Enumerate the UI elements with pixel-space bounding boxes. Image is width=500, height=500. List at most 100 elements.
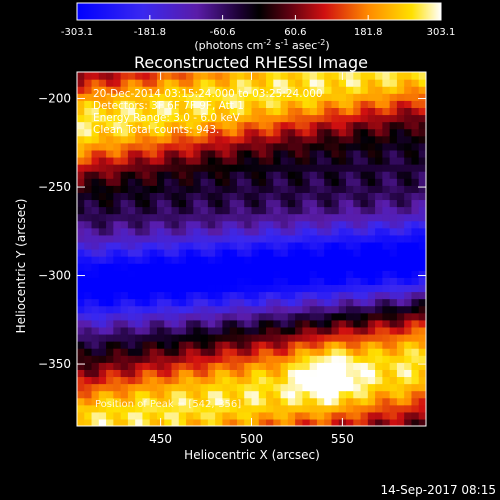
heatmap-cell-1820 — [338, 277, 347, 285]
heatmap-cell-306 — [120, 376, 129, 385]
heatmap-cell-1042 — [222, 121, 231, 130]
heatmap-cell-1735 — [324, 171, 333, 179]
heatmap-cell-1806 — [338, 376, 347, 385]
heatmap-cell-825 — [193, 241, 202, 250]
heatmap-cell-1428 — [280, 220, 289, 229]
heatmap-cell-211 — [106, 341, 114, 349]
heatmap-cell-465 — [142, 312, 151, 321]
heatmap-cell-125 — [91, 241, 100, 250]
heatmap-cell-989 — [215, 142, 224, 151]
heatmap-cell-312 — [120, 333, 129, 342]
heatmap-cell-1863 — [346, 326, 354, 335]
heatmap-cell-1792 — [331, 121, 340, 130]
heatmap-cell-1932 — [353, 192, 362, 201]
heatmap-cell-1688 — [316, 149, 325, 158]
heatmap-cell-63 — [84, 326, 93, 335]
heatmap-cell-1139 — [236, 142, 245, 151]
heatmap-cell-1845 — [338, 100, 347, 108]
heatmap-cell-2103 — [382, 397, 391, 406]
heatmap-cell-1948 — [353, 79, 362, 87]
heatmap-cell-2192 — [389, 121, 398, 130]
heatmap-cell-1098 — [229, 79, 238, 87]
heatmap-cell-2334 — [411, 178, 420, 186]
heatmap-cell-946 — [207, 93, 216, 101]
heatmap-cell-2083 — [375, 185, 383, 193]
heatmap-cell-1546 — [295, 93, 303, 101]
heatmap-cell-2243 — [396, 114, 405, 123]
heatmap-cell-2174 — [389, 249, 398, 257]
heatmap-cell-395 — [127, 100, 136, 108]
heatmap-cell-1772 — [331, 263, 340, 271]
heatmap-cell-1046 — [222, 93, 231, 101]
heatmap-cell-847 — [193, 86, 202, 94]
heatmap-cell-1678 — [316, 220, 325, 229]
heatmap-cell-567 — [156, 298, 165, 307]
heatmap-cell-1836 — [338, 164, 347, 172]
heatmap-cell-1188 — [244, 149, 253, 158]
heatmap-cell-1663 — [316, 326, 325, 335]
heatmap-cell-775 — [186, 241, 194, 250]
heatmap-cell-1575 — [302, 241, 311, 250]
heatmap-cell-767 — [186, 298, 194, 307]
heatmap-cell-2300 — [411, 418, 420, 426]
heatmap-cell-1287 — [258, 156, 267, 165]
heatmap-cell-1783 — [331, 185, 340, 193]
heatmap-cell-1182 — [244, 192, 253, 201]
heatmap-cell-699 — [171, 72, 180, 80]
heatmap-cell-2369 — [418, 284, 426, 293]
heatmap-cell-683 — [171, 185, 180, 193]
heatmap-cell-542 — [149, 121, 158, 130]
heatmap-cell-1491 — [287, 128, 296, 137]
heatmap-cell-1536 — [295, 164, 303, 172]
heatmap-cell-1585 — [302, 171, 311, 179]
heatmap-cell-1953 — [360, 397, 369, 406]
heatmap-cell-684 — [171, 178, 180, 186]
heatmap-cell-476 — [142, 234, 151, 243]
heatmap-cell-471 — [142, 270, 151, 278]
heatmap-cell-2096 — [375, 93, 383, 101]
heatmap-cell-276 — [113, 234, 122, 243]
heatmap-cell-1107 — [236, 369, 245, 378]
heatmap-cell-2326 — [411, 234, 420, 243]
heatmap-cell-442 — [135, 121, 144, 130]
heatmap-cell-950 — [215, 418, 224, 426]
heatmap-cell-757 — [186, 369, 194, 378]
heatmap-cell-1409 — [280, 355, 289, 363]
heatmap-cell-560 — [156, 348, 165, 356]
heatmap-cell-548 — [149, 79, 158, 87]
heatmap-cell-318 — [120, 291, 129, 300]
heatmap-cell-1183 — [244, 185, 253, 193]
heatmap-cell-1955 — [360, 383, 369, 392]
annotation-block: 20-Dec-2014 03:15:24.000 to 03:25:24.000… — [93, 88, 323, 410]
heatmap-cell-660 — [171, 348, 180, 356]
heatmap-cell-682 — [171, 192, 180, 201]
heatmap-cell-1639 — [309, 142, 318, 151]
heatmap-cell-1379 — [273, 213, 282, 222]
heatmap-cell-253 — [113, 397, 122, 406]
heatmap-cell-95 — [84, 100, 93, 108]
heatmap-cell-254 — [113, 390, 122, 399]
heatmap-cell-238 — [106, 149, 114, 158]
heatmap-cell-2221 — [396, 270, 405, 278]
heatmap-cell-1693 — [316, 114, 325, 123]
heatmap-cell-1284 — [258, 178, 267, 186]
heatmap-cell-216 — [106, 305, 114, 314]
heatmap-cell-773 — [186, 256, 194, 264]
y-axis-label: Heliocentric Y (arcsec) — [14, 199, 28, 334]
heatmap-cell-781 — [186, 199, 194, 208]
heatmap-cell-468 — [142, 291, 151, 300]
heatmap-cell-1112 — [236, 333, 245, 342]
heatmap-cell-637 — [164, 156, 173, 165]
heatmap-cell-2061 — [375, 341, 383, 349]
heatmap-cell-1116 — [236, 305, 245, 314]
heatmap-cell-1443 — [280, 114, 289, 123]
heatmap-cell-608 — [164, 362, 173, 370]
heatmap-cell-36 — [77, 164, 85, 172]
heatmap-cell-80 — [84, 206, 93, 215]
heatmap-cell-786 — [186, 164, 194, 172]
heatmap-cell-1644 — [309, 107, 318, 116]
heatmap-cell-1446 — [280, 93, 289, 101]
heatmap-cell-1344 — [266, 107, 274, 116]
heatmap-cell-2286 — [404, 164, 413, 172]
heatmap-cell-2004 — [367, 390, 376, 399]
